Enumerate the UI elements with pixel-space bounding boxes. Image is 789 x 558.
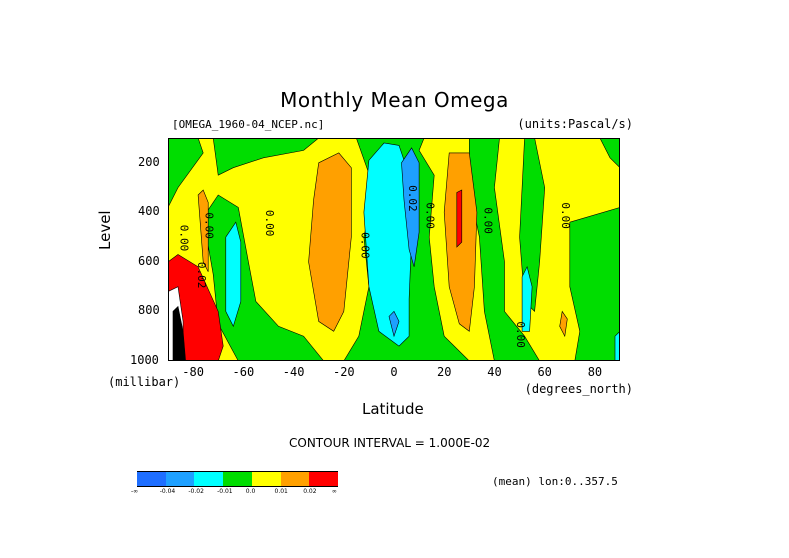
units-label: (units:Pascal/s) [517, 117, 633, 131]
field-red-north [456, 189, 463, 248]
colorbar-tick-label: 0.02 [303, 488, 317, 495]
field-orange-polar-south [197, 189, 209, 272]
mean-note: (mean) lon:0..357.5 [492, 475, 618, 488]
contour-label: 0.00 [559, 202, 572, 229]
colorbar-swatch [223, 471, 253, 487]
x-tick-label: -60 [232, 365, 255, 379]
contour-label: 0.00 [178, 225, 191, 252]
colorbar-swatch [280, 471, 310, 487]
y-tick-800: 800 [138, 303, 160, 318]
contour-plot: 0.00 0.00 0.02 0.00 0.00 0.02 0.00 0.00 0.00 0.00 [168, 138, 620, 361]
file-label: [OMEGA_1960-04_NCEP.nc] [172, 118, 325, 131]
x-tick-label: -40 [282, 365, 305, 379]
colorbar-swatch [194, 471, 224, 487]
field-green-south-upper [212, 138, 320, 176]
contour-label: 0.00 [424, 202, 437, 229]
plot-area: 0.00 0.00 0.02 0.00 0.00 0.02 0.00 0.00 0.00 0.00 [168, 138, 620, 361]
y-tick-1000: 1000 [130, 353, 159, 367]
field-cyan-arctic [614, 330, 620, 361]
colorbar-tick-label: -0.01 [217, 488, 233, 495]
contour-label: 0.02 [195, 262, 208, 289]
field-cyan-south [225, 221, 242, 328]
colorbar-swatch [137, 471, 167, 487]
y-axis-unit: (millibar) [108, 375, 181, 389]
contour-label: 0.00 [203, 212, 216, 239]
field-black [172, 305, 186, 361]
field-orange-small [559, 310, 568, 338]
field-green-north [519, 138, 546, 313]
colorbar-tick-label: ∞ [331, 488, 337, 495]
plot-frame [168, 138, 620, 361]
field-blue-low [388, 310, 400, 338]
x-axis-label: Latitude [362, 400, 424, 418]
contour-label: 0.00 [263, 210, 276, 237]
field-green-arctic [569, 207, 620, 361]
y-tick-600: 600 [138, 253, 160, 268]
x-tick-label: 40 [487, 365, 502, 379]
x-tick-label: 20 [437, 365, 452, 379]
y-tick-400: 400 [138, 204, 160, 219]
field-blue-core [401, 147, 420, 267]
contour-label: 0.00 [358, 232, 371, 259]
field-cyan-equatorial [363, 142, 412, 347]
y-tick-200: 200 [138, 154, 160, 169]
contour-interval: CONTOUR INTERVAL = 1.000E-02 [289, 436, 491, 450]
field-green-polar-south [168, 138, 204, 208]
field-green-north-mid [468, 138, 540, 361]
y-axis-label: Level [96, 210, 114, 250]
field-cyan-north [521, 265, 533, 332]
field-orange-south [308, 152, 352, 332]
contour-label: 0.00 [481, 207, 494, 234]
x-tick-label: 0 [390, 365, 398, 379]
colorbar-swatch [309, 471, 339, 487]
colorbar-tick-label: -0.02 [188, 488, 204, 495]
x-tick-label: -80 [182, 365, 204, 379]
colorbar-tick-label: 0.01 [274, 488, 288, 495]
x-tick-label: -20 [332, 365, 355, 379]
colorbar-tick-label: -0.04 [159, 488, 176, 495]
contour-label: 0.00 [514, 321, 527, 348]
colorbar-swatch [251, 471, 281, 487]
x-tick-label: 60 [537, 365, 552, 379]
field-green-north-top [599, 138, 620, 169]
x-tick-label: 80 [587, 365, 603, 379]
chart-title: Monthly Mean Omega [280, 88, 509, 112]
colorbar-tick-label: 0.0 [245, 488, 256, 495]
contour-label: 0.02 [406, 185, 419, 211]
x-axis-unit: (degrees_north) [524, 382, 633, 396]
colorbar-tick-label: -∞ [131, 488, 139, 495]
colorbar-swatch [165, 471, 195, 487]
